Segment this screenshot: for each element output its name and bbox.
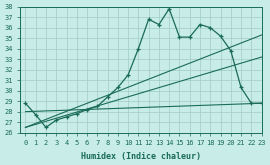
X-axis label: Humidex (Indice chaleur): Humidex (Indice chaleur) <box>81 152 201 161</box>
